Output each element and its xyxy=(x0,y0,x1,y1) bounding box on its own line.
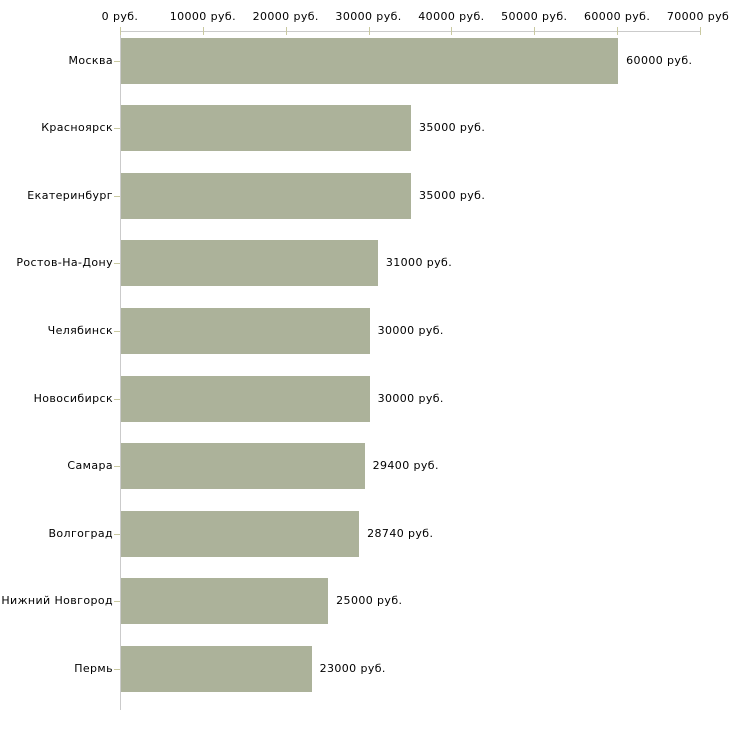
x-axis-tick xyxy=(617,27,619,35)
category-tick xyxy=(114,128,120,130)
bar xyxy=(121,172,411,219)
x-axis-tick xyxy=(700,27,701,35)
value-label: 23000 руб. xyxy=(319,661,386,675)
category-tick xyxy=(114,60,120,62)
bar xyxy=(121,645,312,692)
x-axis-line xyxy=(120,31,701,32)
bar xyxy=(121,510,360,557)
category-tick xyxy=(114,668,120,670)
bar xyxy=(121,37,619,84)
category-label: Самара xyxy=(67,459,113,473)
category-label: Челябинск xyxy=(47,323,113,337)
category-tick xyxy=(114,398,120,400)
x-axis-tick xyxy=(285,27,287,35)
x-axis-tick-label: 30000 руб. xyxy=(335,10,402,23)
category-tick xyxy=(114,195,120,197)
category-tick xyxy=(114,466,120,468)
bar xyxy=(121,307,370,354)
x-axis-tick xyxy=(202,27,204,35)
value-label: 30000 руб. xyxy=(377,391,444,405)
x-axis-tick-label: 70000 руб. xyxy=(666,10,730,23)
category-label: Ростов-На-Дону xyxy=(16,256,113,270)
x-axis-tick-label: 0 руб. xyxy=(101,10,139,23)
x-axis-tick xyxy=(451,27,453,35)
category-tick xyxy=(114,330,120,332)
category-label: Нижний Новгород xyxy=(1,594,113,608)
x-axis-tick-label: 20000 руб. xyxy=(252,10,319,23)
category-label: Пермь xyxy=(74,661,113,675)
category-label: Новосибирск xyxy=(33,391,113,405)
x-axis-tick xyxy=(534,27,536,35)
x-axis-tick-label: 50000 руб. xyxy=(501,10,568,23)
bar xyxy=(121,105,411,152)
category-tick xyxy=(114,533,120,535)
x-axis-tick-label: 60000 руб. xyxy=(584,10,651,23)
x-axis-tick-label: 40000 руб. xyxy=(418,10,485,23)
category-label: Москва xyxy=(68,53,113,67)
value-label: 25000 руб. xyxy=(336,594,403,608)
value-label: 30000 руб. xyxy=(377,323,444,337)
category-tick xyxy=(114,601,120,603)
bar xyxy=(121,578,329,625)
category-label: Красноярск xyxy=(41,121,113,135)
bar xyxy=(121,375,370,422)
value-label: 28740 руб. xyxy=(367,526,434,540)
category-tick xyxy=(114,263,120,265)
category-label: Волгоград xyxy=(48,526,113,540)
value-label: 35000 руб. xyxy=(419,188,486,202)
x-axis-tick xyxy=(120,27,121,35)
value-label: 60000 руб. xyxy=(626,53,693,67)
bar xyxy=(121,240,378,287)
x-axis-tick xyxy=(368,27,370,35)
x-axis-tick-label: 10000 руб. xyxy=(169,10,236,23)
category-label: Екатеринбург xyxy=(27,188,113,202)
value-label: 31000 руб. xyxy=(385,256,453,270)
value-label: 29400 руб. xyxy=(372,459,439,473)
y-axis-line xyxy=(120,31,121,710)
bar xyxy=(121,443,365,490)
value-label: 35000 руб. xyxy=(419,121,486,135)
